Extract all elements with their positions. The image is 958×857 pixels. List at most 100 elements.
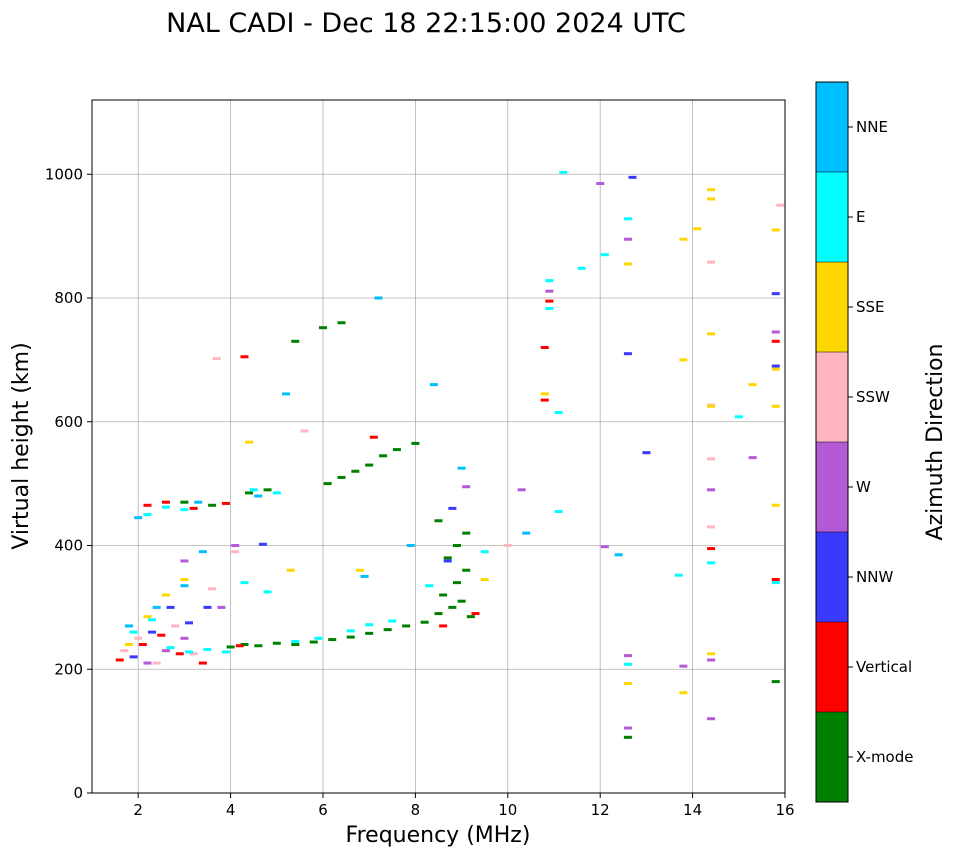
x-axis-ticks: 2 4 6 8 10 12 14 16	[133, 793, 795, 819]
y-tick-label: 400	[54, 537, 83, 555]
data-point-w	[231, 544, 240, 547]
data-point-w	[143, 661, 152, 665]
data-point-ssw	[707, 525, 716, 529]
data-point-sse	[679, 691, 688, 695]
colorbar-title: Azimuth Direction	[923, 343, 948, 540]
data-point-e	[221, 650, 230, 654]
data-point-x-mode	[411, 441, 420, 445]
data-point-sse	[623, 681, 632, 685]
x-tick-label: 2	[133, 801, 143, 819]
data-point-w	[545, 289, 554, 293]
x-tick-label: 14	[683, 801, 702, 819]
data-point-sse	[124, 643, 133, 646]
x-tick-label: 8	[411, 801, 421, 819]
colorbar-label: Vertical	[856, 658, 912, 676]
data-point-e	[623, 217, 632, 221]
data-point-w	[623, 654, 632, 658]
data-point-ssw	[134, 636, 143, 640]
colorbar-swatch-sse	[816, 262, 848, 352]
data-point-e	[272, 491, 281, 495]
data-point-sse	[143, 615, 152, 619]
colorbar-label: SSE	[856, 298, 885, 316]
data-point-w	[679, 664, 688, 668]
data-point-x-mode	[434, 519, 443, 523]
data-point-x-mode	[263, 488, 272, 492]
colorbar-label: W	[856, 478, 871, 496]
data-point-e	[545, 279, 554, 283]
data-point-vertical	[138, 643, 147, 646]
data-point-x-mode	[462, 568, 471, 572]
data-point-x-mode	[452, 544, 461, 547]
data-point-nnw	[642, 451, 651, 455]
data-point-e	[674, 573, 683, 577]
data-point-e	[240, 581, 249, 585]
data-point-x-mode	[402, 624, 411, 628]
data-point-sse	[480, 578, 489, 582]
y-tick-label: 1000	[45, 165, 83, 183]
x-tick-label: 12	[591, 801, 610, 819]
data-point-e	[166, 646, 175, 650]
data-point-e	[388, 619, 397, 623]
data-point-nnw	[443, 559, 452, 563]
data-point-w	[623, 237, 632, 241]
data-point-e	[480, 550, 489, 554]
colorbar-swatch-w	[816, 442, 848, 532]
data-point-w	[707, 488, 716, 492]
plot-frame	[91, 99, 786, 794]
data-point-w	[180, 636, 189, 640]
data-point-vertical	[369, 435, 378, 439]
data-point-w	[771, 330, 780, 334]
data-point-w	[180, 559, 189, 563]
data-point-e	[203, 647, 212, 651]
data-point-x-mode	[245, 491, 254, 495]
data-point-x-mode	[254, 644, 263, 648]
data-point-vertical	[545, 299, 554, 303]
data-point-x-mode	[434, 612, 443, 616]
data-point-e	[129, 630, 138, 634]
data-point-sse	[355, 568, 364, 572]
data-point-x-mode	[337, 475, 346, 479]
data-point-nnw	[771, 292, 780, 296]
colorbar-label: X-mode	[856, 748, 913, 766]
chart-title: NAL CADI - Dec 18 22:15:00 2024 UTC	[166, 8, 686, 39]
data-point-ssw	[208, 587, 217, 591]
data-point-nnw	[628, 175, 637, 179]
data-point-x-mode	[379, 454, 388, 458]
data-point-x-mode	[208, 503, 217, 507]
x-axis-label: Frequency (MHz)	[346, 823, 531, 848]
colorbar-label: NNW	[856, 568, 893, 586]
data-point-x-mode	[351, 469, 360, 473]
y-tick-label: 0	[73, 784, 83, 802]
data-point-nnw	[448, 506, 457, 510]
data-point-e	[554, 410, 563, 414]
data-point-nne	[429, 383, 438, 387]
x-tick-label: 10	[498, 801, 517, 819]
data-point-nne	[360, 574, 369, 578]
data-point-nnw	[771, 364, 780, 368]
data-point-x-mode	[771, 680, 780, 684]
data-point-w	[161, 649, 170, 653]
data-point-e	[577, 266, 586, 270]
data-point-x-mode	[443, 556, 452, 560]
data-point-vertical	[175, 652, 184, 656]
data-point-sse	[771, 404, 780, 408]
data-point-x-mode	[346, 635, 355, 639]
data-point-w	[707, 717, 716, 721]
data-point-ssw	[171, 624, 180, 628]
data-point-vertical	[143, 503, 152, 507]
x-tick-label: 4	[226, 801, 236, 819]
data-point-sse	[707, 197, 716, 201]
data-point-vertical	[198, 661, 207, 665]
data-point-e	[291, 639, 300, 643]
data-point-ssw	[300, 429, 309, 433]
data-point-x-mode	[623, 735, 632, 739]
data-point-nne	[406, 544, 415, 547]
colorbar-swatch-vertical	[816, 622, 848, 712]
data-point-nne	[282, 392, 291, 396]
data-point-vertical	[540, 398, 549, 402]
data-point-e	[771, 581, 780, 585]
colorbar-swatch-x-mode	[816, 712, 848, 802]
data-point-sse	[707, 404, 716, 408]
x-tick-label: 6	[318, 801, 328, 819]
